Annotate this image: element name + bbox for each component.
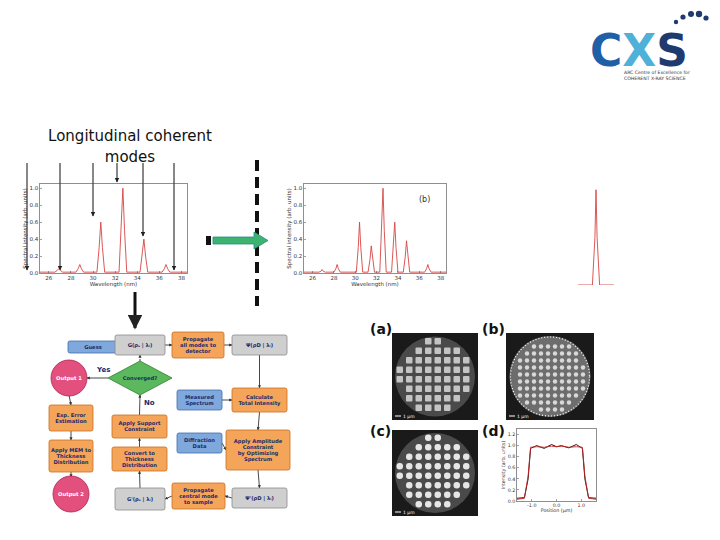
svg-text:1.0: 1.0 — [294, 185, 303, 191]
svg-text:Apply MEM to: Apply MEM to — [50, 446, 92, 453]
svg-text:34: 34 — [394, 275, 401, 281]
svg-text:Exp. Error: Exp. Error — [56, 411, 86, 418]
svg-text:Diffraction: Diffraction — [184, 436, 215, 443]
svg-text:Spectral intensity (arb. units: Spectral intensity (arb. units) — [22, 188, 29, 268]
svg-text:34: 34 — [134, 275, 141, 281]
svg-text:Guess: Guess — [84, 344, 102, 350]
svg-text:(b): (b) — [419, 195, 430, 204]
svg-text:26: 26 — [45, 275, 52, 281]
svg-text:1 μm: 1 μm — [403, 414, 415, 419]
svg-text:Distribution: Distribution — [54, 459, 89, 465]
svg-text:38: 38 — [437, 275, 444, 281]
svg-text:Convert to: Convert to — [124, 449, 155, 456]
svg-text:No: No — [144, 399, 155, 407]
svg-text:30: 30 — [90, 275, 97, 281]
svg-text:0.2: 0.2 — [508, 488, 516, 493]
svg-text:(a): (a) — [370, 321, 392, 337]
svg-text:Thickness: Thickness — [125, 455, 154, 462]
html-text:Longitudinal coherent: Longitudinal coherent — [48, 127, 212, 145]
svg-text:G'(ρₛ | λᵢ): G'(ρₛ | λᵢ) — [127, 496, 153, 503]
svg-text:0.0: 0.0 — [294, 270, 303, 276]
svg-text:0.0: 0.0 — [508, 499, 516, 504]
svg-text:32: 32 — [112, 275, 119, 281]
svg-text:CXS: CXS — [590, 25, 688, 76]
svg-text:30: 30 — [352, 275, 359, 281]
svg-text:0.8: 0.8 — [508, 454, 516, 459]
svg-text:1.0: 1.0 — [577, 503, 585, 508]
svg-text:Intensity (arb. units): Intensity (arb. units) — [501, 440, 506, 489]
svg-text:Converged?: Converged? — [123, 375, 157, 382]
svg-text:Ψ(ρD | λᵢ): Ψ(ρD | λᵢ) — [246, 342, 273, 349]
svg-text:COHERENT X-RAY SCIENCE: COHERENT X-RAY SCIENCE — [624, 76, 686, 81]
svg-text:Apply Amplitude: Apply Amplitude — [233, 437, 283, 444]
svg-text:0.8: 0.8 — [294, 202, 303, 208]
svg-text:Total Intensity: Total Intensity — [238, 400, 281, 407]
svg-text:G(ρₛ | λᵢ): G(ρₛ | λᵢ) — [128, 342, 153, 349]
svg-text:Output 2: Output 2 — [58, 491, 84, 498]
svg-text:0.4: 0.4 — [294, 236, 303, 242]
svg-text:0.4: 0.4 — [30, 236, 39, 242]
svg-text:Data: Data — [193, 443, 207, 449]
svg-text:0.6: 0.6 — [294, 219, 303, 225]
svg-text:28: 28 — [67, 275, 74, 281]
svg-text:(d): (d) — [482, 423, 505, 439]
svg-text:Thickness: Thickness — [56, 452, 86, 459]
svg-text:32: 32 — [373, 275, 380, 281]
svg-text:Apply Support: Apply Support — [118, 420, 161, 427]
svg-text:0.8: 0.8 — [30, 202, 39, 208]
svg-text:Distribution: Distribution — [122, 462, 157, 468]
svg-text:by Optimizing: by Optimizing — [237, 449, 279, 456]
svg-text:0.6: 0.6 — [508, 465, 516, 470]
svg-text:Wavelength (nm): Wavelength (nm) — [90, 281, 138, 288]
svg-text:Position (μm): Position (μm) — [541, 508, 573, 513]
svg-text:Propagate: Propagate — [182, 335, 214, 342]
svg-text:0.2: 0.2 — [294, 253, 303, 259]
svg-text:Constraint: Constraint — [124, 426, 155, 432]
svg-text:Spectrum: Spectrum — [244, 456, 272, 463]
svg-text:(b): (b) — [482, 321, 505, 337]
svg-text:-1.0: -1.0 — [527, 503, 536, 508]
svg-text:0.0: 0.0 — [553, 503, 561, 508]
svg-text:(c): (c) — [370, 423, 391, 439]
svg-text:1 μm: 1 μm — [517, 414, 529, 419]
svg-text:to sample: to sample — [184, 499, 213, 506]
svg-text:Yes: Yes — [96, 366, 110, 374]
svg-text:Spectrum: Spectrum — [185, 400, 213, 407]
svg-text:28: 28 — [330, 275, 337, 281]
svg-text:38: 38 — [178, 275, 185, 281]
svg-text:1.2: 1.2 — [508, 432, 516, 437]
svg-text:0.0: 0.0 — [30, 270, 39, 276]
svg-text:Ψ'(ρD | λᵢ): Ψ'(ρD | λᵢ) — [245, 495, 274, 502]
svg-text:Measured: Measured — [185, 393, 214, 400]
svg-text:1.0: 1.0 — [30, 185, 39, 191]
svg-text:1.0: 1.0 — [508, 443, 516, 448]
svg-text:0.2: 0.2 — [30, 253, 39, 259]
svg-text:ARC Centre of Excellence for: ARC Centre of Excellence for — [624, 70, 690, 75]
svg-text:Wavelength (nm): Wavelength (nm) — [351, 281, 399, 288]
svg-text:Constraint: Constraint — [242, 443, 274, 450]
html-text:modes: modes — [104, 148, 156, 166]
svg-text:detector: detector — [186, 348, 211, 354]
svg-text:all modes to: all modes to — [180, 341, 216, 348]
svg-text:36: 36 — [156, 275, 163, 281]
svg-text:36: 36 — [416, 275, 423, 281]
svg-text:Calculate: Calculate — [245, 393, 274, 400]
svg-text:Propagate: Propagate — [183, 486, 214, 493]
svg-text:26: 26 — [309, 275, 316, 281]
svg-text:Estimation: Estimation — [55, 418, 87, 424]
svg-text:Output 1: Output 1 — [56, 375, 82, 382]
svg-text:0.4: 0.4 — [508, 477, 516, 482]
svg-text:0.6: 0.6 — [30, 219, 39, 225]
svg-text:Spectral intensity (arb. units: Spectral intensity (arb. units) — [286, 188, 293, 268]
svg-text:1 μm: 1 μm — [403, 510, 415, 515]
svg-text:central mode: central mode — [179, 492, 218, 499]
